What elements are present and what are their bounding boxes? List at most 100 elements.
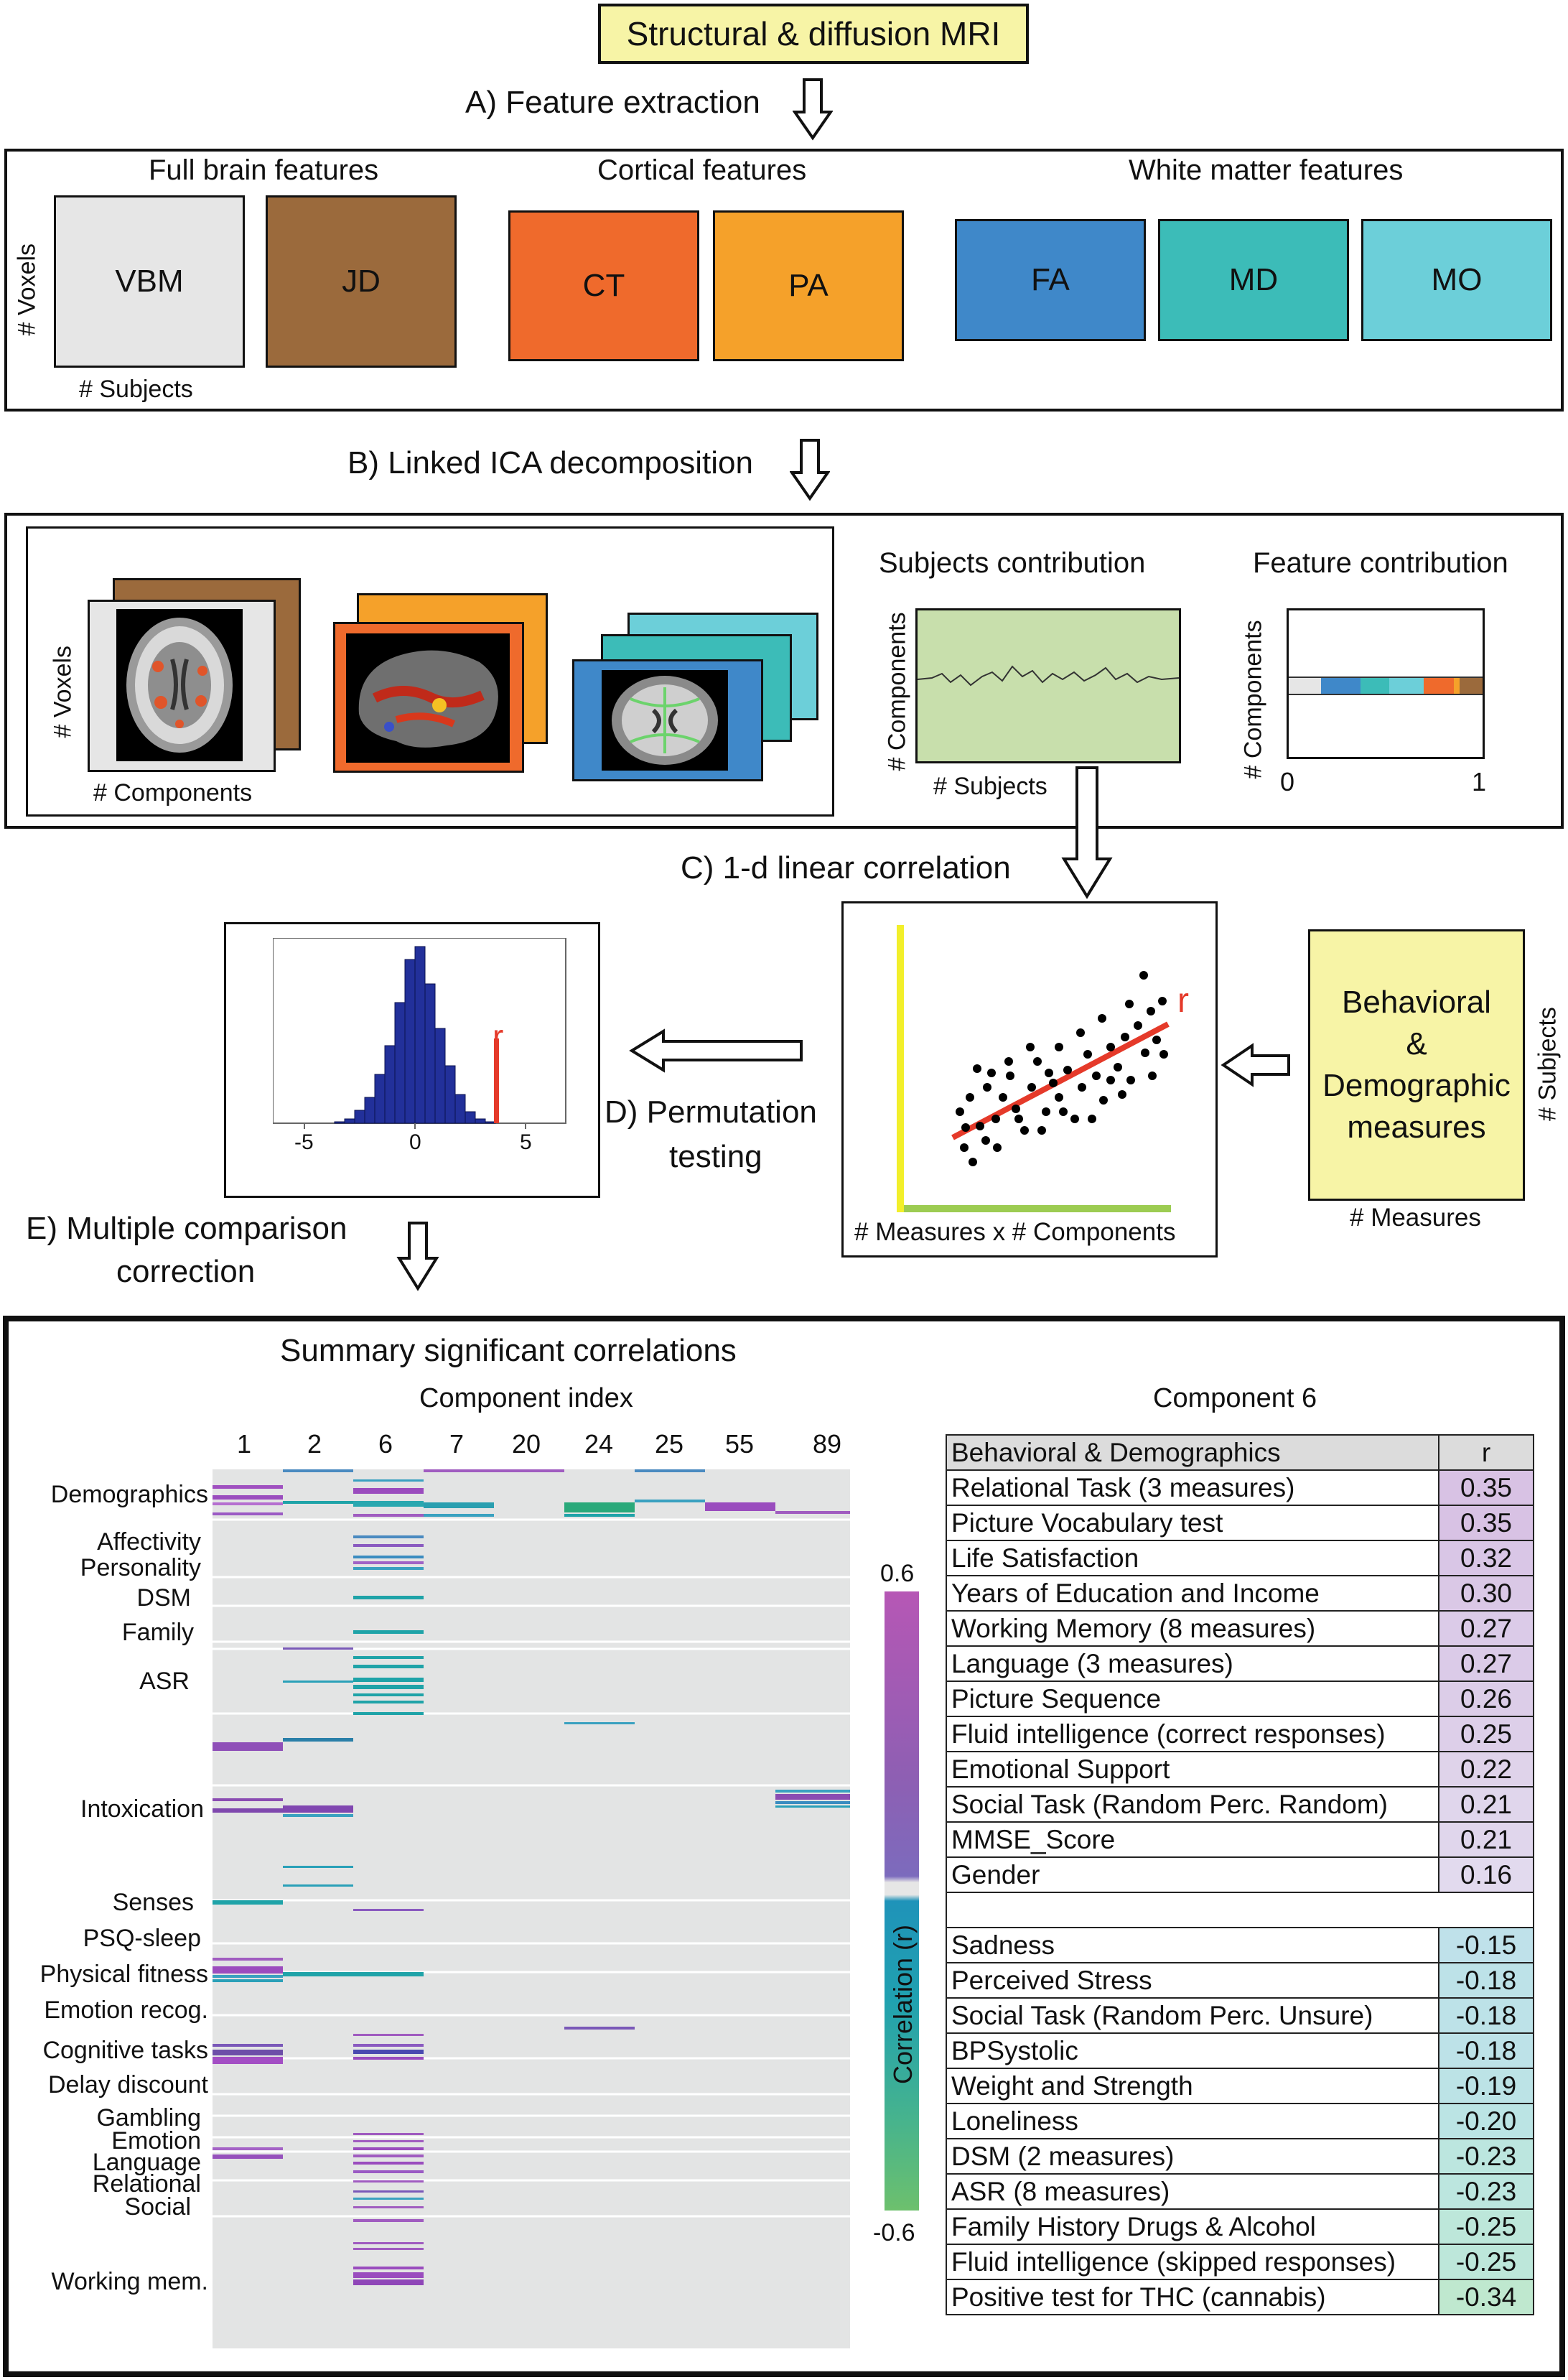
table-row: Social Task (Random Perc. Unsure) -0.18 [946,1997,1534,2034]
table-row: MMSE_Score 0.21 [946,1821,1534,1858]
behavioral-box: Behavioral & Demographic measures [1308,929,1525,1201]
step-e-line-2: correction [116,1254,256,1289]
component-index-label: Component index [419,1383,633,1413]
category-label: Personality [80,1554,201,1581]
arrow-down-icon [396,1222,439,1291]
histogram-tick: -5 [294,1130,314,1154]
ica-panel [4,513,1564,829]
ica-components-label: # Components [93,779,253,806]
subjects-label: # Subjects [79,376,193,403]
summary-title: Summary significant correlations [280,1333,737,1368]
table-row: Fluid intelligence (correct responses) 0.… [946,1716,1534,1752]
table-row: Social Task (Random Perc. Random) 0.21 [946,1786,1534,1823]
step-b-label: B) Linked ICA decomposition [347,445,753,480]
step-c-label: C) 1-d linear correlation [681,850,1011,885]
category-label: Demographics [50,1481,208,1508]
subject-timecourse-line [918,665,1179,687]
component-6-table: Behavioral & Demographics r Relational T… [946,1434,1534,2315]
category-label: Cognitive tasks [42,2037,208,2064]
group-full-brain: Full brain features [149,154,379,186]
step-a-label: A) Feature extraction [465,85,760,120]
tile-mo: MO [1361,219,1552,341]
subjects-contribution-title: Subjects contribution [879,547,1146,579]
tile-vbm: VBM [54,195,245,368]
category-label: Emotion [111,2127,201,2154]
sc-subjects-label: # Subjects [933,773,1047,800]
arrow-left-icon [629,1028,803,1073]
table-row: Picture Sequence 0.26 [946,1681,1534,1717]
tile-md: MD [1158,219,1349,341]
table-row: Loneliness -0.20 [946,2103,1534,2139]
table-row: Relational Task (3 measures) 0.35 [946,1469,1534,1506]
table-row: DSM (2 measures) -0.23 [946,2138,1534,2175]
axial-brain-icon [116,609,243,761]
scatter-r-label: r [1177,982,1189,1020]
component-col-label: 1 [237,1429,252,1459]
mri-title-box: Structural & diffusion MRI [598,4,1029,64]
table-row: Emotional Support 0.22 [946,1751,1534,1788]
ica-maps-panel [26,526,834,817]
table-row: Sadness -0.15 [946,1927,1534,1963]
table-row: Positive test for THC (cannabis) -0.34 [946,2279,1534,2315]
category-label: Senses [112,1889,194,1916]
table-row: Perceived Stress -0.18 [946,1962,1534,1999]
category-label: Gambling [96,2104,201,2132]
table-header-row: Behavioral & Demographics r [946,1434,1534,1471]
step-d-line-2: testing [669,1139,762,1174]
table-row: Family History Drugs & Alcohol -0.25 [946,2208,1534,2245]
table-row: Years of Education and Income 0.30 [946,1575,1534,1612]
arrow-left-icon [1221,1043,1290,1087]
category-label: DSM [136,1584,191,1612]
feature-contribution-bar [1289,677,1483,695]
group-white-matter: White matter features [1129,154,1404,186]
subjects-contribution-plot [915,608,1181,763]
behavioral-subjects-label: # Subjects [1534,1007,1562,1121]
arrow-down-icon [790,439,830,501]
category-label: Family [121,1619,194,1646]
component-col-label: 2 [307,1429,322,1459]
component-col-label: 25 [655,1429,684,1459]
arrow-down-icon [793,78,833,141]
table-row: ASR (8 measures) -0.23 [946,2173,1534,2210]
component-col-label: 20 [512,1429,541,1459]
cortical-surface-icon [346,633,510,763]
fc-axis-zero: 0 [1280,767,1295,796]
component-col-label: 7 [449,1429,465,1459]
feature-extraction-panel [4,149,1564,412]
behavioral-line-4: measures [1347,1110,1486,1145]
behavioral-line-1: Behavioral [1342,985,1491,1020]
group-cortical: Cortical features [597,154,807,186]
histogram-r-label: r [493,1018,504,1055]
category-label: Affectivity [97,1528,201,1556]
component-6-title: Component 6 [1153,1383,1317,1413]
ica-voxels-label: # Voxels [49,645,77,738]
component-col-label: 89 [813,1429,842,1459]
category-label: Delay discount [47,2071,208,2098]
significant-correlations-heatmap [213,1469,850,2348]
behavioral-line-3: Demographic [1322,1068,1511,1103]
feature-contribution-title: Feature contribution [1253,547,1508,579]
histogram-tick: 0 [409,1130,421,1154]
scatter-plot [897,925,1171,1212]
table-row: Fluid intelligence (skipped responses) -0… [946,2244,1534,2280]
category-label: Intoxication [80,1795,204,1823]
table-row: BPSystolic -0.18 [946,2032,1534,2069]
table-row: Language (3 measures) 0.27 [946,1645,1534,1682]
fc-axis-one: 1 [1472,767,1487,796]
category-label: Working mem. [51,2268,208,2295]
white-matter-icon [602,670,728,771]
category-label: Language [92,2149,201,2176]
behavioral-measures-label: # Measures [1350,1204,1481,1232]
component-col-label: 6 [378,1429,393,1459]
category-label: Physical fitness [39,1961,208,1988]
tile-ct: CT [508,210,699,361]
sc-components-label: # Components [883,612,911,771]
summary-panel [3,1316,1565,2377]
category-label: Relational [92,2170,201,2198]
step-e-line-1: E) Multiple comparison [26,1211,347,1246]
table-row: Picture Vocabulary test 0.35 [946,1505,1534,1541]
arrow-down-icon [1061,766,1113,899]
tile-fa: FA [955,219,1146,341]
scatter-panel [841,901,1218,1258]
table-row: Weight and Strength -0.19 [946,2068,1534,2104]
